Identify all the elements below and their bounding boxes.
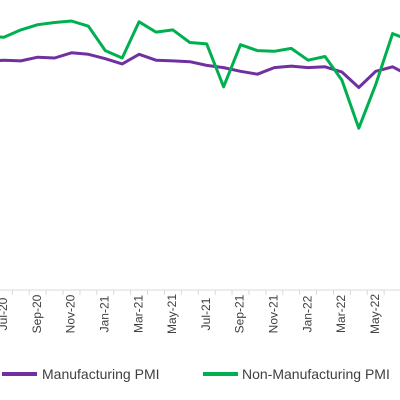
series-line — [0, 19, 400, 130]
x-tick-label: Mar-21 — [131, 295, 145, 333]
legend-item-manufacturing: Manufacturing PMI — [2, 366, 160, 382]
series-line — [0, 51, 400, 89]
x-tick-label: May-22 — [368, 294, 382, 334]
x-tick-label: Nov-20 — [64, 294, 78, 333]
plot-area — [0, 19, 400, 130]
x-tick-label: Sep-20 — [30, 294, 44, 333]
x-tick-label: Jan-22 — [300, 295, 314, 332]
series-manufacturing — [0, 51, 400, 89]
x-axis-ticks: Jul-20 Sep-20 Nov-20 Jan-21 Mar-21 May-21 Jul-… — [0, 290, 385, 334]
x-tick-label: Jul-21 — [199, 297, 213, 330]
legend-item-non-manufacturing: Non-Manufacturing PMI — [203, 366, 390, 382]
legend-label-manufacturing: Manufacturing PMI — [42, 366, 160, 382]
legend: Manufacturing PMI Non-Manufacturing PMI — [2, 366, 390, 382]
series-non-manufacturing — [0, 19, 400, 130]
x-tick-label: Sep-21 — [233, 294, 247, 333]
x-tick-label: Jan-21 — [97, 295, 111, 332]
x-tick-label: May-21 — [165, 294, 179, 334]
x-tick-label: Mar-22 — [334, 295, 348, 333]
x-tick-label: Jul-20 — [0, 297, 10, 330]
x-tick-label: Nov-21 — [266, 294, 280, 333]
legend-label-non-manufacturing: Non-Manufacturing PMI — [242, 366, 390, 382]
